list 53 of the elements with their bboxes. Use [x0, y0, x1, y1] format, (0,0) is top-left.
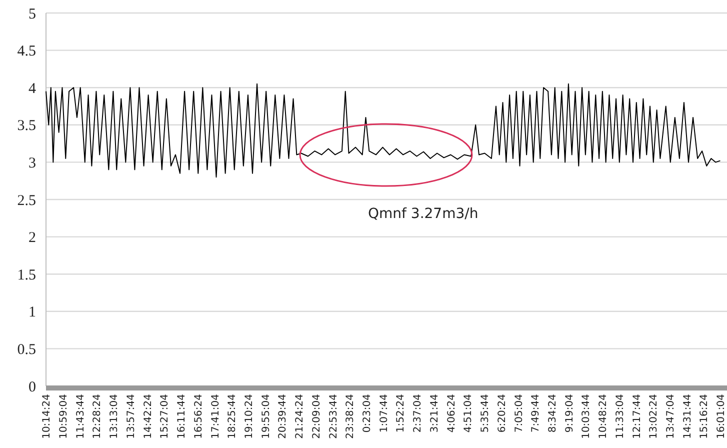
x-tick-label: 4:51:04	[463, 394, 474, 433]
y-tick-label: 2	[28, 230, 36, 246]
x-tick-label: 22:09:04	[311, 394, 322, 439]
x-tick-label: 16:01:04	[716, 394, 727, 439]
x-tick-label: 23:38:24	[345, 394, 356, 439]
x-tick-label: 13:13:04	[109, 394, 120, 439]
x-tick-label: 9:19:04	[564, 394, 576, 433]
x-tick-label: 21:24:24	[294, 394, 306, 439]
y-tick-label: 0	[28, 379, 36, 396]
y-tick-label: 3	[28, 155, 36, 172]
x-tick-label: 19:55:04	[260, 394, 272, 439]
y-tick-label: 0.5	[17, 342, 36, 358]
x-tick-label: 10:03:44	[581, 394, 592, 439]
x-tick-label: 8:34:24	[547, 394, 558, 433]
x-tick-label: 6:20:24	[496, 394, 508, 433]
x-tick-label: 12:17:44	[632, 394, 643, 439]
x-tick-label: 10:14:24	[42, 394, 53, 439]
annotation: Qmnf 3.27m3/h	[368, 206, 478, 222]
y-tick-label: 4	[28, 80, 36, 97]
x-tick-label: 16:11:44	[176, 394, 188, 439]
y-tick-label: 3.5	[17, 118, 36, 134]
y-tick-label: 2.5	[17, 192, 36, 209]
x-tick-label: 14:42:24	[142, 394, 154, 439]
x-tick-label: 4:06:24	[446, 394, 458, 433]
x-tick-label: 7:49:44	[530, 394, 542, 433]
x-tick-label: 10:48:24	[598, 394, 610, 439]
y-tick-label: 5	[28, 6, 36, 22]
x-tick-label: 22:53:44	[328, 394, 340, 439]
x-tick-label: 13:02:24	[648, 394, 660, 439]
y-tick-label: 1.5	[17, 267, 36, 284]
x-tick-label: 15:27:04	[160, 394, 171, 439]
x-tick-label: 3:21:44	[429, 394, 440, 433]
x-tick-label: 11:33:04	[614, 394, 626, 439]
x-tick-label: 18:25:44	[227, 394, 238, 439]
x-tick-label: 15:16:24	[699, 394, 710, 439]
x-tick-label: 20:39:44	[278, 394, 289, 439]
x-tick-label: 2:37:04	[412, 394, 424, 433]
x-tick-label: 1:07:44	[378, 394, 390, 433]
y-tick-label: 1	[28, 304, 36, 321]
x-tick-label: 5:35:44	[480, 394, 492, 433]
x-tick-label: 7:05:04	[514, 394, 525, 433]
x-tick-label: 13:57:44	[126, 394, 137, 439]
x-tick-label: 10:59:04	[58, 394, 70, 439]
x-tick-label: 19:10:24	[244, 394, 255, 439]
x-tick-label: 11:43:44	[75, 394, 86, 439]
x-tick-label: 13:47:04	[666, 394, 677, 439]
x-tick-label: 0:23:04	[362, 394, 374, 433]
x-tick-label: 1:52:24	[396, 394, 407, 433]
y-tick-label: 4.5	[17, 44, 36, 60]
x-tick-label: 14:31:44	[682, 394, 694, 439]
x-tick-label: 17:41:04	[210, 394, 222, 439]
x-tick-label: 12:28:24	[92, 394, 104, 439]
x-tick-label: 16:56:24	[193, 394, 204, 439]
